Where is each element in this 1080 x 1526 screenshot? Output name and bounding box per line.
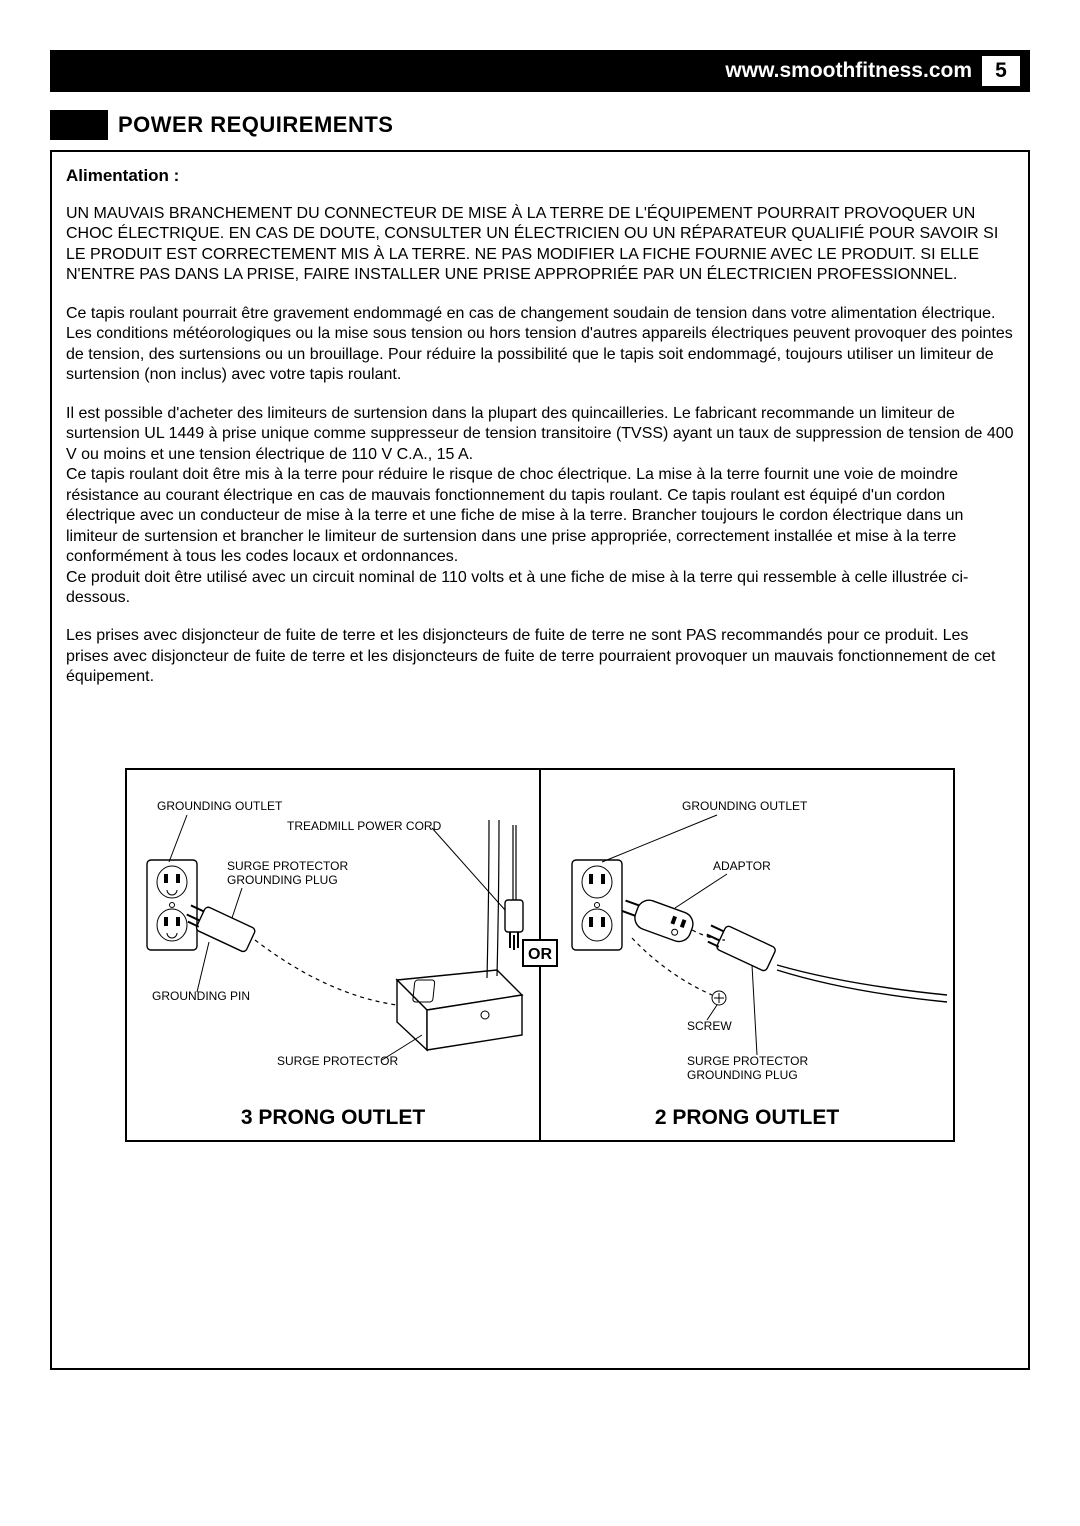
- diagram-svg: OR GROUNDING OUTLET TREADMILL POWER CORD…: [127, 770, 953, 1100]
- left-outlet: [147, 860, 197, 950]
- left-plug: [183, 900, 257, 953]
- header-url: www.smoothfitness.com: [725, 59, 982, 83]
- label-treadmill-cord: TREADMILL POWER CORD: [287, 819, 442, 833]
- header-bar: www.smoothfitness.com 5: [50, 50, 1030, 92]
- label-grounding-outlet-r: GROUNDING OUTLET: [682, 799, 808, 813]
- paragraph-6: Les prises avec disjoncteur de fuite de …: [66, 626, 1014, 687]
- diagram-captions: 3 PRONG OUTLET 2 PRONG OUTLET: [127, 1100, 953, 1140]
- label-sp-plug-r2: GROUNDING PLUG: [687, 1068, 798, 1082]
- paragraph-3: Il est possible d'acheter des limiteurs …: [66, 404, 1014, 465]
- paragraph-4: Ce tapis roulant doit être mis à la terr…: [66, 465, 1014, 567]
- label-grounding-outlet-l: GROUNDING OUTLET: [157, 799, 283, 813]
- section-title: POWER REQUIREMENTS: [118, 112, 393, 138]
- diagram: OR GROUNDING OUTLET TREADMILL POWER CORD…: [125, 768, 955, 1142]
- section-heading-marker: [50, 110, 108, 140]
- label-grounding-pin: GROUNDING PIN: [152, 989, 250, 1003]
- or-box: OR: [523, 940, 557, 966]
- adaptor: [618, 892, 696, 945]
- label-sp-plug-r1: SURGE PROTECTOR: [687, 1054, 808, 1068]
- screw: [712, 991, 726, 1005]
- treadmill-plug: [505, 825, 523, 950]
- label-screw: SCREW: [687, 1019, 732, 1033]
- content-frame: Alimentation : UN MAUVAIS BRANCHEMENT DU…: [50, 150, 1030, 1370]
- caption-2-prong: 2 PRONG OUTLET: [541, 1100, 953, 1140]
- right-plug: [703, 919, 777, 972]
- caption-3-prong: 3 PRONG OUTLET: [127, 1100, 539, 1140]
- or-label: OR: [528, 946, 552, 963]
- label-surge-protector: SURGE PROTECTOR: [277, 1054, 398, 1068]
- right-outlet: [572, 860, 622, 950]
- paragraph-5: Ce produit doit être utilisé avec un cir…: [66, 568, 1014, 609]
- surge-protector: [397, 970, 522, 1050]
- subheading: Alimentation :: [66, 166, 1014, 186]
- section-heading-row: POWER REQUIREMENTS: [50, 110, 1030, 140]
- paragraph-2: Ce tapis roulant pourrait être gravement…: [66, 304, 1014, 386]
- label-sp-plug-2: GROUNDING PLUG: [227, 873, 338, 887]
- paragraph-1: UN MAUVAIS BRANCHEMENT DU CONNECTEUR DE …: [66, 204, 1014, 286]
- page-number: 5: [982, 56, 1020, 86]
- label-sp-plug-1: SURGE PROTECTOR: [227, 859, 348, 873]
- label-adaptor: ADAPTOR: [713, 859, 771, 873]
